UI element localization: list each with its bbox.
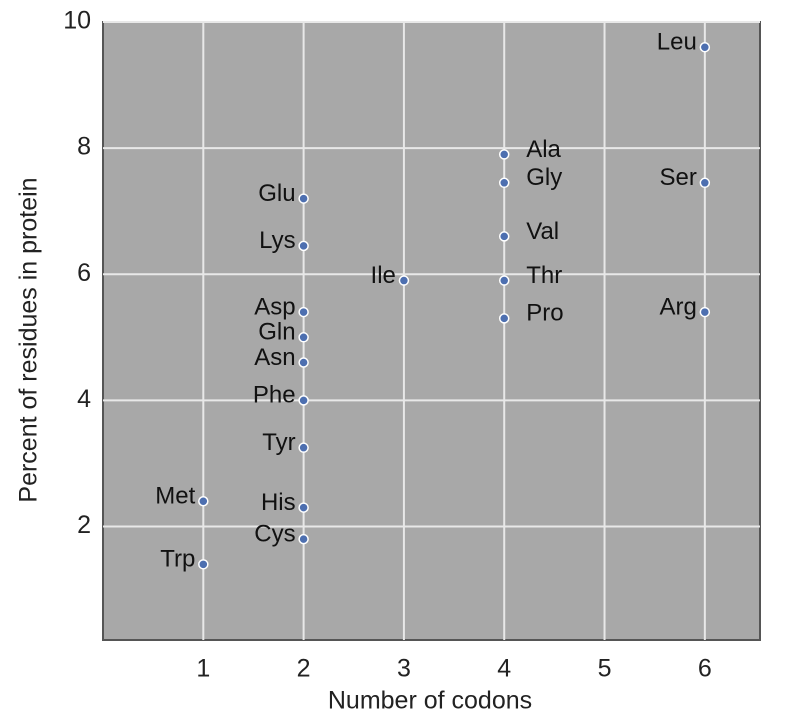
point-label: Ala <box>526 136 561 163</box>
point-label: Gly <box>526 164 562 191</box>
y-tick-label: 2 <box>77 511 91 539</box>
point <box>498 149 510 160</box>
x-tick-label: 3 <box>397 655 411 683</box>
point-label: Cys <box>254 520 295 547</box>
x-tick-label: 2 <box>297 655 311 683</box>
point-label: Ser <box>659 164 696 191</box>
point <box>298 357 309 368</box>
x-tick-label: 1 <box>196 655 210 683</box>
x-axis-label: Number of codons <box>328 687 532 715</box>
point <box>298 193 309 204</box>
point-label: Pro <box>526 300 563 327</box>
point-label: Glu <box>258 180 295 207</box>
point <box>298 502 309 513</box>
x-tick-label: 6 <box>698 655 712 683</box>
point-label: Met <box>155 483 195 510</box>
point <box>398 275 410 286</box>
y-tick-label: 4 <box>77 385 91 413</box>
point-label: Arg <box>659 293 696 320</box>
point <box>699 306 711 318</box>
point-label: Phe <box>253 382 296 409</box>
point <box>198 559 209 570</box>
y-tick-label: 10 <box>63 7 91 35</box>
point-label: His <box>261 489 296 516</box>
point <box>699 41 711 53</box>
point <box>198 496 209 507</box>
point <box>298 306 309 318</box>
plot-area <box>102 21 761 641</box>
point <box>298 240 309 252</box>
y-tick-label: 6 <box>77 259 91 287</box>
point <box>498 313 510 324</box>
point-label: Leu <box>657 29 697 56</box>
point-label: Thr <box>526 262 562 289</box>
point-label: Ile <box>371 262 396 289</box>
point-label: Asp <box>254 293 295 320</box>
point <box>298 442 309 453</box>
y-tick-label: 8 <box>77 133 91 161</box>
x-tick-label: 5 <box>598 655 612 683</box>
point-label: Gln <box>258 319 295 346</box>
point <box>298 533 309 545</box>
point-label: Tyr <box>262 429 295 456</box>
x-tick-label: 4 <box>497 655 511 683</box>
point-label: Trp <box>160 546 195 573</box>
point <box>298 332 309 343</box>
point-label: Val <box>526 218 559 245</box>
point <box>498 231 510 242</box>
point <box>498 275 510 286</box>
point-label: Asn <box>254 344 295 371</box>
point <box>298 395 309 406</box>
point <box>699 177 711 189</box>
point-label: Lys <box>259 227 295 254</box>
point <box>498 177 510 189</box>
y-axis-label: Percent of residues in protein <box>15 177 43 502</box>
